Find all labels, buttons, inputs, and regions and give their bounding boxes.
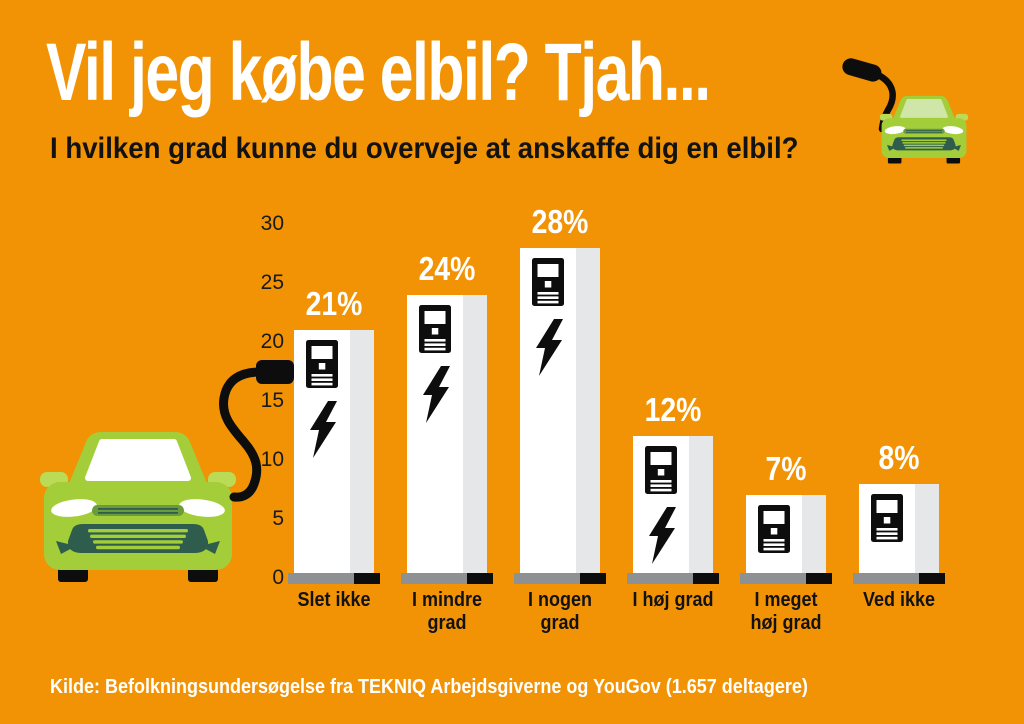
bar-value-label: 24% — [418, 249, 476, 287]
bar-base — [401, 573, 493, 584]
category-label: I høj grad — [632, 589, 714, 611]
bar-base — [853, 573, 945, 584]
category-label: Ved ikke — [862, 589, 936, 611]
y-axis-tick: 5 — [272, 507, 284, 530]
bar — [407, 294, 487, 577]
bar — [294, 330, 374, 577]
bar-value-label: 7% — [765, 450, 807, 488]
electric-car-icon — [40, 432, 236, 582]
bar-value-label: 12% — [644, 391, 702, 429]
bar — [859, 483, 939, 577]
category-label: I meget høj grad — [750, 589, 822, 634]
bar — [746, 495, 826, 577]
source-note: Kilde: Befolkningsundersøgelse fra TEKNI… — [50, 676, 808, 698]
charging-cable-icon — [219, 360, 294, 502]
y-axis-tick: 15 — [260, 389, 284, 412]
lightning-bolt-icon — [529, 318, 567, 383]
y-axis-tick: 0 — [272, 566, 284, 589]
bar-value-label: 8% — [878, 438, 920, 476]
charging-station-icon — [871, 493, 903, 547]
bar — [633, 436, 713, 577]
charging-station-icon — [419, 304, 451, 358]
y-axis-tick: 30 — [260, 212, 284, 235]
bar-base — [288, 573, 380, 584]
page-title: Vil jeg købe elbil? Tjah... — [46, 27, 711, 118]
category-label: Slet ikke — [297, 589, 371, 611]
lightning-bolt-icon — [416, 365, 454, 430]
bar-base — [627, 573, 719, 584]
charging-station-icon — [758, 505, 790, 558]
charging-station-icon — [306, 340, 338, 393]
lightning-bolt-icon — [642, 506, 680, 571]
electric-car-icon — [879, 95, 969, 164]
category-label: I mindre grad — [411, 589, 483, 634]
bar-base — [514, 573, 606, 584]
charging-station-icon — [645, 446, 677, 499]
y-axis-tick: 10 — [260, 448, 284, 471]
lightning-bolt-icon — [303, 400, 341, 465]
bar-value-label: 21% — [305, 285, 363, 323]
category-label: I nogen grad — [527, 589, 592, 634]
bar-base — [740, 573, 832, 584]
charging-station-icon — [532, 257, 564, 311]
bar — [520, 247, 600, 577]
y-axis-tick: 20 — [260, 330, 284, 353]
bar-value-label: 28% — [531, 202, 589, 240]
y-axis-tick: 25 — [260, 271, 284, 294]
page-subtitle: I hvilken grad kunne du overveje at ansk… — [50, 132, 799, 165]
